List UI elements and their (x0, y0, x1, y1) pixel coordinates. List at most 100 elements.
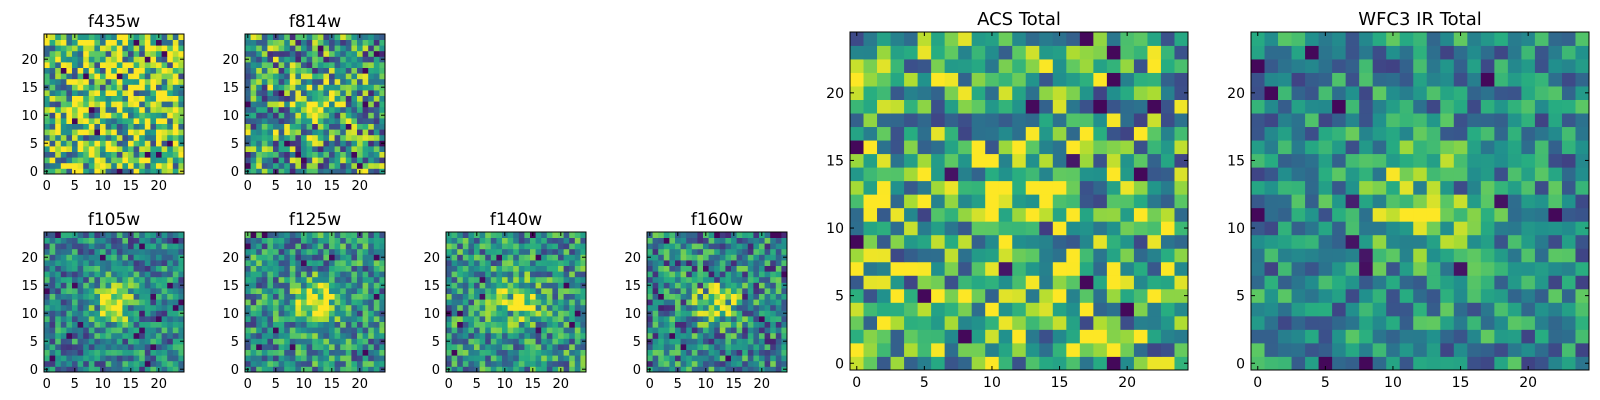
heatmap-cell (917, 275, 932, 290)
heatmap-cell (88, 327, 95, 334)
heatmap-cell (541, 344, 548, 350)
heatmap-cell (301, 56, 307, 63)
heatmap-cell (250, 282, 257, 289)
heatmap-cell (345, 254, 352, 261)
heatmap-cell (479, 265, 486, 272)
heatmap-cell (890, 167, 905, 182)
heatmap-cell (530, 304, 536, 311)
heatmap-cell (697, 288, 704, 294)
heatmap-cell (1359, 234, 1374, 249)
heatmap-cell (77, 168, 84, 175)
heatmap-cell (329, 332, 335, 339)
heatmap-cell (100, 310, 106, 317)
heatmap-cell (261, 112, 268, 119)
heatmap-cell (295, 299, 302, 306)
heatmap-cell (1305, 356, 1319, 371)
heatmap-cell (306, 39, 313, 46)
heatmap-cell (1359, 315, 1374, 330)
heatmap-cell (1079, 99, 1094, 114)
heatmap-cell (83, 299, 90, 306)
heatmap-cell (94, 73, 101, 80)
heatmap-cell (474, 310, 480, 317)
heatmap-cell (329, 56, 335, 63)
heatmap-cell (530, 243, 536, 250)
heatmap-cell (133, 366, 140, 373)
heatmap-cell (558, 360, 564, 367)
heatmap-cell (691, 355, 698, 362)
heatmap-cell (742, 237, 749, 244)
heatmap-cell (944, 275, 959, 290)
heatmap-cell (931, 275, 946, 290)
heatmap-cell (267, 260, 274, 266)
heatmap-cell (714, 271, 721, 278)
heatmap-cell (535, 316, 542, 322)
heatmap-cell (178, 90, 185, 96)
heatmap-cell (122, 243, 129, 250)
heatmap-cell (161, 288, 168, 294)
heatmap-cell (1039, 194, 1054, 209)
heatmap-cell (289, 62, 296, 68)
heatmap-cell (1147, 248, 1162, 263)
heatmap-cell (94, 349, 101, 356)
heatmap-cell (1399, 153, 1414, 168)
heatmap-cell (675, 349, 681, 356)
heatmap-cell (83, 349, 90, 356)
heatmap-cell (334, 355, 341, 362)
heatmap-cell (111, 112, 118, 119)
heatmap-cell (753, 288, 760, 294)
heatmap-cell (558, 288, 564, 294)
heatmap-cell (663, 360, 670, 367)
heatmap-cell (719, 316, 726, 322)
heatmap-cell (1133, 86, 1148, 100)
heatmap-cell (552, 288, 559, 294)
heatmap-cell (256, 316, 263, 322)
heatmap-cell (55, 232, 62, 238)
heatmap-cell (507, 299, 514, 306)
heatmap-cell (507, 366, 514, 373)
heatmap-cell (1305, 329, 1319, 344)
heatmap-cell (55, 260, 62, 266)
heatmap-cell (863, 275, 878, 290)
heatmap-cell (161, 73, 168, 80)
heatmap-cell (877, 32, 891, 46)
heatmap-cell (128, 140, 134, 147)
heatmap-cell (1467, 234, 1482, 249)
heatmap-cell (574, 276, 581, 283)
heatmap-cell (890, 72, 905, 87)
heatmap-cell (1278, 342, 1292, 357)
heatmap-cell (357, 327, 363, 334)
heatmap-cell (1521, 315, 1536, 330)
heatmap-cell (256, 349, 263, 356)
heatmap-cell (1278, 207, 1292, 222)
heatmap-cell (312, 254, 319, 261)
heatmap-cell (161, 129, 168, 136)
heatmap-cell (256, 265, 263, 272)
heatmap-cell (462, 288, 469, 294)
heatmap-cell (77, 162, 84, 169)
heatmap-cell (1359, 275, 1374, 290)
heatmap-cell (1174, 275, 1189, 290)
heatmap-cell (697, 304, 704, 311)
heatmap-cell (725, 327, 732, 334)
heatmap-cell (1507, 248, 1522, 263)
heatmap-cell (44, 90, 50, 96)
heatmap-cell (323, 157, 330, 164)
heatmap-cell (468, 338, 475, 345)
heatmap-cell (83, 45, 90, 52)
heatmap-cell (451, 338, 458, 345)
heatmap-cell (139, 248, 146, 255)
heatmap-cell (301, 151, 307, 158)
heatmap-cell (312, 78, 319, 85)
heatmap-cell (451, 349, 458, 356)
heatmap-cell (552, 316, 559, 322)
heatmap-cell (479, 271, 486, 278)
heatmap-cell (49, 276, 56, 283)
heatmap-cell (1318, 261, 1333, 276)
heatmap-cell (267, 232, 274, 238)
heatmap-cell (295, 62, 302, 68)
heatmap-cell (714, 260, 721, 266)
heatmap-cell (1318, 315, 1333, 330)
heatmap-cell (563, 232, 570, 238)
heatmap-cell (686, 349, 693, 356)
